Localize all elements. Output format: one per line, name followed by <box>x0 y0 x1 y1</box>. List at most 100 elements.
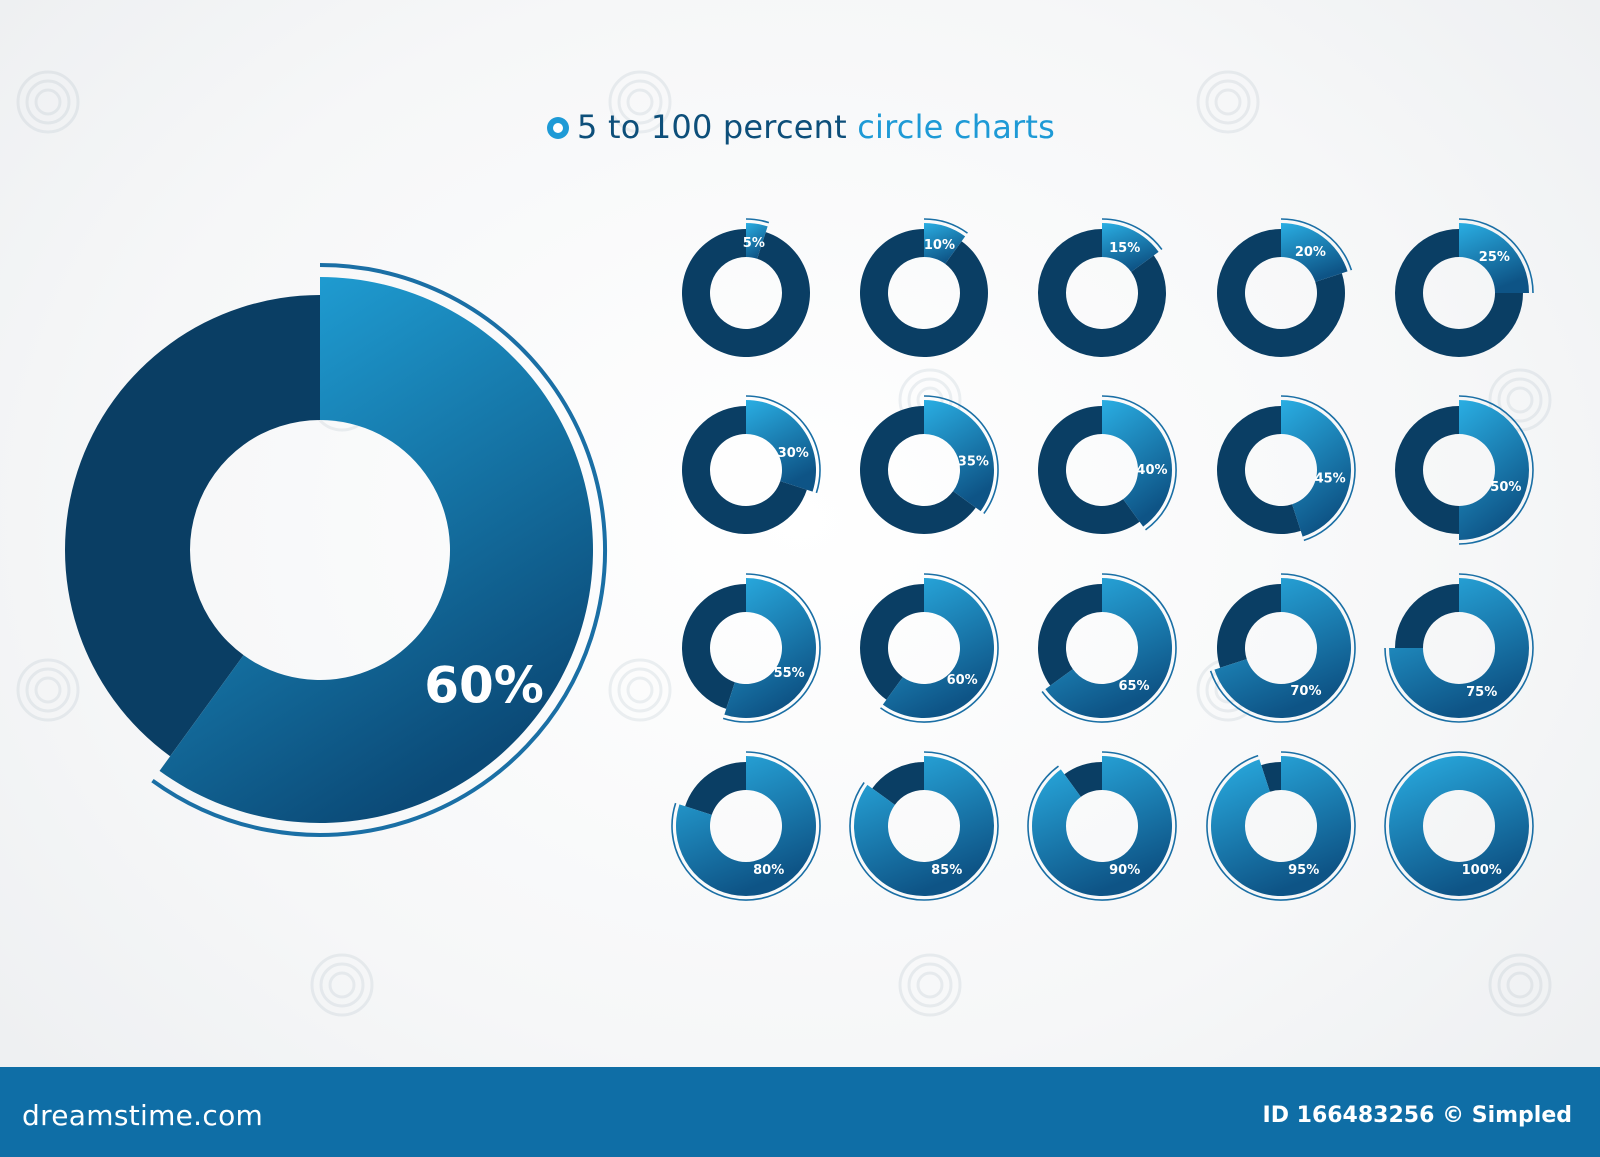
donut-remainder-segment <box>1395 584 1459 648</box>
donut-value-segment <box>724 578 816 718</box>
donut-value-label: 90% <box>1109 863 1140 878</box>
donut-value-segment <box>1281 400 1352 537</box>
donut-value-label: 85% <box>931 863 962 878</box>
donut-remainder-segment <box>1064 762 1102 797</box>
donut-outline-arc <box>1041 573 1177 723</box>
donut-outline-arc <box>1209 573 1356 723</box>
donut-value-segment <box>1389 578 1529 718</box>
donut-outline-arc <box>1384 751 1534 901</box>
donut-remainder-segment <box>65 295 320 757</box>
watermark-spiral-icon <box>16 658 80 722</box>
donut-outline-arc <box>745 218 770 224</box>
page-title: 5 to 100 percent circle charts <box>0 108 1600 146</box>
donut-remainder-segment <box>1217 229 1345 357</box>
watermark-spiral-icon <box>608 658 672 722</box>
donut-value-segment <box>675 756 816 896</box>
small-donut-15: 15% <box>1038 218 1166 358</box>
donut-value-label: 55% <box>774 666 805 681</box>
donut-value-segment <box>1281 223 1348 282</box>
small-donut-40: 40% <box>1038 395 1177 535</box>
donut-value-label: 40% <box>1136 463 1167 478</box>
donut-outline-arc <box>745 395 821 494</box>
featured-donut: 60% <box>65 263 607 837</box>
donut-outline-arc <box>151 263 607 837</box>
small-donut-100: 100% <box>1384 751 1534 901</box>
donut-remainder-segment <box>1217 406 1301 534</box>
donut-value-label: 100% <box>1462 863 1502 878</box>
small-donut-45: 45% <box>1217 395 1356 542</box>
donut-outline-arc <box>722 573 821 723</box>
donut-value-label: 5% <box>743 236 765 251</box>
donut-remainder-segment <box>685 762 746 815</box>
donut-remainder-segment <box>1038 584 1102 686</box>
donut-value-segment <box>854 756 995 896</box>
small-donut-65: 65% <box>1038 573 1177 723</box>
small-donut-35: 35% <box>860 395 999 534</box>
donut-value-label: 15% <box>1109 241 1140 256</box>
donut-remainder-segment <box>1038 229 1166 358</box>
footer-image-id: ID 166483256 © Simpled <box>1262 1103 1572 1128</box>
donut-value-segment <box>1459 400 1529 540</box>
donut-remainder-segment <box>1261 762 1281 792</box>
footer-brand: dreamstime.com <box>22 1099 264 1132</box>
donut-outline-arc <box>1280 218 1353 271</box>
donut-outline-arc <box>671 751 821 901</box>
small-donut-95: 95% <box>1206 751 1356 901</box>
donut-value-label: 50% <box>1490 480 1521 495</box>
donut-value-label: 60% <box>947 673 978 688</box>
donut-remainder-segment <box>682 229 810 357</box>
small-donut-70: 70% <box>1209 573 1356 723</box>
donut-outline-arc <box>1458 218 1534 294</box>
donut-remainder-segment <box>860 229 989 357</box>
donut-value-label: 25% <box>1479 250 1510 265</box>
donut-outline-arc <box>923 218 968 234</box>
donut-value-segment <box>1102 399 1172 527</box>
small-donut-5: 5% <box>682 218 810 357</box>
watermark-spiral-icon <box>1488 368 1552 432</box>
footer-bar: dreamstime.com ID 166483256 © Simpled <box>0 1067 1600 1157</box>
donut-value-segment <box>1389 756 1529 896</box>
watermark-spiral-icon <box>1488 953 1552 1017</box>
chart-canvas: 60% 5% 10% 15% 20% 25% 30% 35% 40% 45% 50% 55% 60% 6… <box>16 70 1552 1017</box>
small-donut-75: 75% <box>1384 573 1534 723</box>
donut-value-segment <box>1459 223 1529 293</box>
watermark-spiral-icon <box>16 70 80 134</box>
small-donut-55: 55% <box>682 573 821 723</box>
donut-outline-arc <box>1280 395 1356 542</box>
donut-value-segment <box>1102 223 1159 272</box>
donut-value-segment <box>924 223 966 264</box>
donut-value-label: 35% <box>958 454 989 469</box>
donut-value-segment <box>159 277 594 823</box>
donut-value-label: 80% <box>753 863 784 878</box>
watermark-spiral-icon <box>608 70 672 134</box>
donut-outline-arc <box>1206 751 1356 901</box>
donut-value-segment <box>924 400 994 512</box>
donut-value-label: 20% <box>1295 245 1326 260</box>
small-donut-10: 10% <box>860 218 989 357</box>
donut-value-segment <box>1032 756 1172 896</box>
donut-outline-arc <box>1101 218 1163 250</box>
donut-value-segment <box>1211 756 1351 897</box>
donut-outline-arc <box>849 751 999 901</box>
title-accent: circle charts <box>857 108 1055 146</box>
donut-value-label: 95% <box>1288 863 1319 878</box>
donut-value-segment <box>1045 578 1173 718</box>
watermark-spiral-icon <box>898 953 962 1017</box>
donut-remainder-segment <box>1395 406 1459 534</box>
donut-outline-arc <box>1384 573 1534 723</box>
donut-remainder-segment <box>872 762 924 805</box>
donut-remainder-segment <box>860 406 976 534</box>
donut-value-label: 65% <box>1118 679 1149 694</box>
donut-value-segment <box>746 400 816 492</box>
donut-chart-grid: 5% 10% 15% 20% 25% 30% 35% 40% 45% 50% 55% 60% 65% 70… <box>671 218 1534 901</box>
small-donut-20: 20% <box>1217 218 1353 357</box>
small-donut-30: 30% <box>682 395 821 534</box>
donut-value-segment <box>746 223 768 259</box>
donut-value-segment <box>882 578 995 718</box>
donut-value-segment <box>1214 578 1351 719</box>
donut-outline-arc <box>1027 751 1177 901</box>
title-prefix: 5 to 100 percent <box>577 108 847 146</box>
watermark-spiral-icon <box>310 953 374 1017</box>
donut-remainder-segment <box>1038 406 1140 535</box>
donut-remainder-segment <box>682 584 746 709</box>
